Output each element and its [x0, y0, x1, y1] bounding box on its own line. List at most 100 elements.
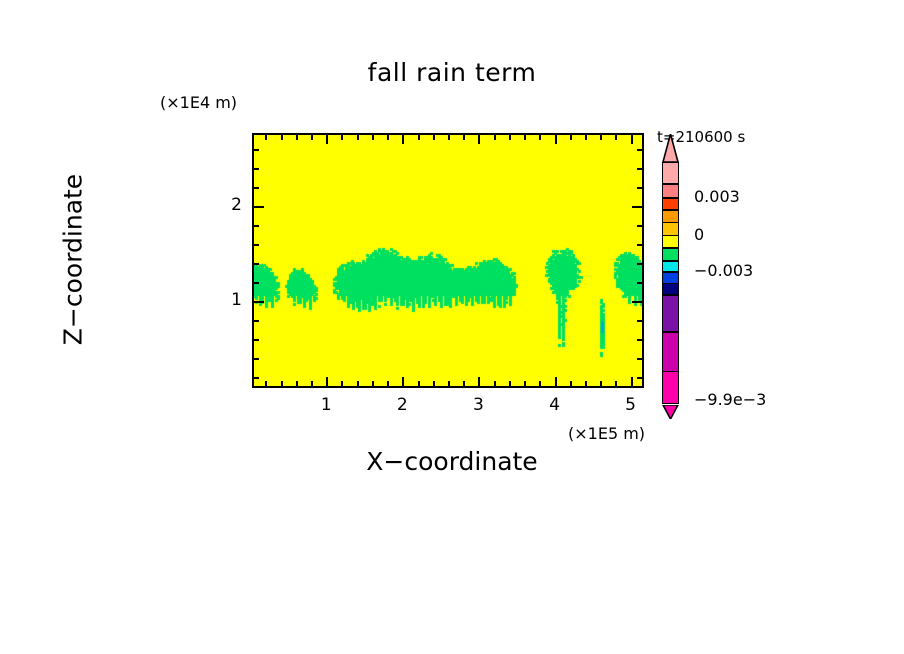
x-axis-title: X−coordinate: [366, 447, 538, 476]
colorbar-segment: [662, 271, 679, 283]
colorbar-level-divider: [662, 197, 679, 199]
colorbar-level-divider: [662, 234, 679, 237]
y-minor-tick: [254, 357, 259, 360]
x-minor-tick: [417, 381, 420, 386]
x-tick-label: 4: [549, 395, 560, 415]
x-tick-label: 3: [473, 395, 484, 415]
heatmap-field: [254, 135, 642, 386]
colorbar[interactable]: [661, 130, 680, 421]
time-annotation: t=210600 s: [657, 128, 746, 146]
y-minor-tick: [254, 338, 259, 341]
x-minor-tick-top: [584, 135, 587, 140]
colorbar-segment: [662, 162, 679, 184]
y-minor-tick-right: [637, 357, 642, 360]
colorbar-segment: [662, 221, 679, 235]
y-minor-tick: [254, 243, 259, 246]
y-tick-label: 2: [231, 195, 242, 216]
colorbar-segment: [662, 234, 679, 248]
colorbar-tick-label: −9.9e−3: [694, 390, 767, 410]
x-minor-tick-top: [341, 135, 344, 140]
x-minor-tick-top: [569, 135, 572, 140]
x-minor-tick: [356, 381, 359, 386]
y-minor-tick-right: [637, 168, 642, 171]
colorbar-level-divider: [662, 294, 679, 296]
colorbar-level-divider: [662, 370, 679, 373]
y-minor-tick-right: [637, 243, 642, 246]
x-minor-tick: [584, 381, 587, 386]
x-major-tick-top: [554, 135, 557, 144]
x-minor-tick: [508, 381, 511, 386]
x-minor-tick-top: [387, 135, 390, 140]
y-minor-tick: [254, 281, 259, 284]
x-minor-tick: [463, 381, 466, 386]
x-minor-tick-top: [448, 135, 450, 140]
x-major-tick: [554, 377, 557, 386]
colorbar-over-arrow: [661, 130, 680, 163]
y-minor-tick: [254, 376, 259, 379]
y-tick-label: 1: [231, 289, 242, 310]
x-minor-tick: [295, 381, 298, 386]
colorbar-level-divider: [662, 209, 679, 211]
x-minor-tick: [615, 381, 618, 386]
y-major-tick: [254, 206, 264, 209]
y-axis-unit-label: (×1E4 m): [160, 93, 238, 112]
y-minor-tick-right: [637, 376, 642, 379]
colorbar-segment: [662, 370, 679, 404]
x-tick-label: 2: [396, 395, 408, 415]
y-minor-tick-right: [637, 319, 642, 322]
y-major-tick-right: [632, 206, 642, 209]
colorbar-level-divider: [662, 247, 679, 249]
colorbar-level-divider: [662, 282, 679, 285]
x-major-tick: [630, 377, 633, 386]
y-axis-title: Z−coordinate: [58, 173, 88, 346]
x-minor-tick-top: [493, 135, 496, 140]
x-minor-tick-top: [524, 135, 527, 140]
x-minor-tick-top: [539, 135, 542, 140]
colorbar-segment: [662, 247, 679, 260]
x-minor-tick-top: [432, 135, 435, 140]
x-minor-tick: [371, 381, 374, 386]
colorbar-under-arrow: [661, 404, 680, 421]
x-minor-tick-top: [371, 135, 374, 140]
x-minor-tick: [280, 381, 283, 386]
y-minor-tick: [254, 149, 259, 152]
colorbar-segment: [662, 294, 679, 332]
colorbar-segment: [662, 282, 679, 295]
colorbar-level-divider: [662, 183, 679, 185]
y-major-tick-right: [632, 300, 642, 303]
x-minor-tick: [311, 381, 314, 386]
y-minor-tick-right: [637, 281, 642, 284]
colorbar-segment: [662, 331, 679, 371]
y-minor-tick-right: [637, 224, 642, 227]
colorbar-segment: [662, 260, 679, 272]
x-major-tick: [326, 377, 329, 386]
colorbar-tick-label: 0: [694, 224, 705, 244]
y-minor-tick: [254, 262, 259, 265]
y-minor-tick-right: [637, 149, 642, 152]
y-minor-tick-right: [637, 187, 642, 190]
colorbar-level-divider: [662, 271, 679, 273]
x-minor-tick-top: [265, 135, 268, 140]
x-minor-tick: [265, 381, 268, 386]
colorbar-segment: [662, 197, 679, 210]
colorbar-level-divider: [662, 331, 679, 333]
x-major-tick-top: [326, 135, 329, 144]
y-minor-tick: [254, 168, 259, 171]
colorbar-segment: [662, 209, 679, 222]
x-minor-tick: [600, 381, 603, 386]
x-axis-unit-label: (×1E5 m): [568, 424, 646, 443]
x-minor-tick: [448, 381, 450, 386]
x-tick-label: 1: [320, 395, 332, 415]
x-minor-tick: [539, 381, 542, 386]
x-major-tick-top: [402, 135, 405, 144]
x-tick-label: 5: [625, 395, 636, 415]
colorbar-level-divider: [662, 221, 679, 224]
x-minor-tick-top: [417, 135, 420, 140]
colorbar-level-divider: [662, 260, 679, 262]
colorbar-segment: [662, 183, 679, 198]
y-minor-tick: [254, 224, 259, 227]
x-minor-tick: [432, 381, 435, 386]
y-major-tick: [254, 300, 264, 303]
x-minor-tick: [524, 381, 527, 386]
